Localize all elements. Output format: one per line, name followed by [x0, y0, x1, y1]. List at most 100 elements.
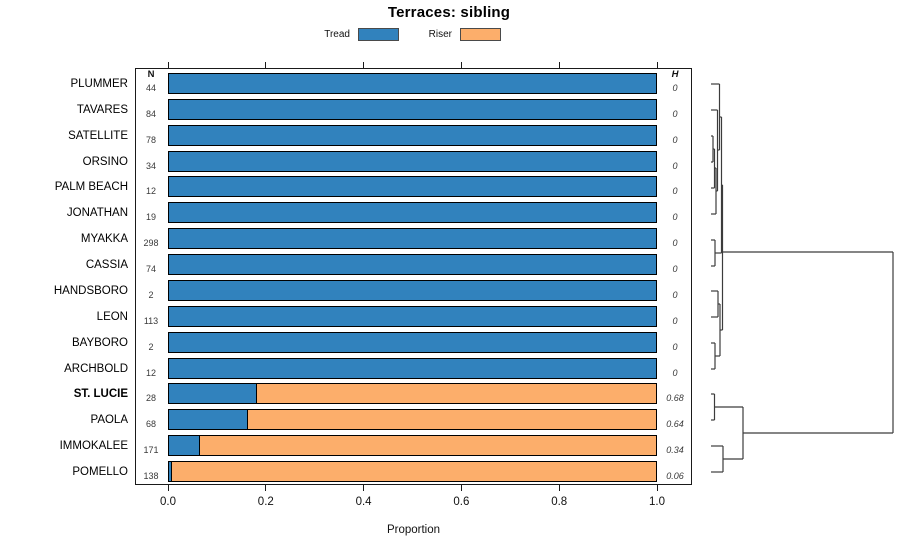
table-row: TAVARES 84 0 [0, 97, 900, 123]
row-h-value: 0.06 [666, 471, 684, 481]
row-label: IMMOKALEE [59, 440, 128, 452]
row-n-value: 113 [143, 316, 159, 326]
x-tick-label: 0.8 [551, 496, 568, 508]
bar-segment-tread [169, 436, 200, 455]
legend-label-tread: Tread [324, 29, 350, 40]
x-tick-label: 1.0 [649, 496, 665, 508]
row-h-value: 0.68 [666, 393, 684, 403]
row-h-value: 0 [672, 342, 678, 352]
stacked-bar [168, 176, 657, 197]
row-n-value: 171 [143, 445, 159, 455]
row-label: BAYBORO [71, 337, 128, 349]
chart-title: Terraces: sibling [387, 4, 511, 21]
table-row: LEON 113 0 [0, 304, 900, 330]
row-label: CASSIA [85, 259, 128, 271]
table-row: MYAKKA 298 0 [0, 226, 900, 252]
bar-segment-riser [172, 462, 656, 481]
x-axis-label: Proportion [386, 524, 441, 536]
bar-segment-tread [169, 281, 656, 300]
stacked-bar [168, 409, 657, 430]
row-h-value: 0 [672, 83, 678, 93]
row-label: PAOLA [90, 414, 129, 426]
row-h-value: 0 [672, 264, 678, 274]
table-row: POMELLO 138 0.06 [0, 459, 900, 485]
table-row: ARCHBOLD 12 0 [0, 356, 900, 382]
row-h-value: 0 [672, 186, 678, 196]
row-label: PALM BEACH [54, 181, 128, 193]
row-n-value: 74 [145, 264, 156, 274]
row-label: MYAKKA [80, 233, 128, 245]
x-tick-bottom [656, 485, 658, 491]
row-h-value: 0 [672, 368, 678, 378]
bar-segment-tread [169, 307, 656, 326]
row-h-value: 0 [672, 109, 678, 119]
row-n-value: 44 [145, 83, 156, 93]
row-n-value: 138 [143, 471, 159, 481]
row-n-value: 78 [145, 135, 156, 145]
x-tick-label: 0.2 [257, 496, 274, 508]
row-label: LEON [96, 311, 128, 323]
table-row: IMMOKALEE 171 0.34 [0, 433, 900, 459]
row-label: HANDSBORO [53, 285, 128, 297]
row-label: ARCHBOLD [64, 363, 128, 375]
h-column-header: H [671, 69, 679, 80]
stacked-bar [168, 228, 657, 249]
n-column-header: N [147, 69, 155, 80]
row-h-value: 0.34 [666, 445, 684, 455]
x-tick-bottom [167, 485, 169, 491]
stacked-bar [168, 358, 657, 379]
row-n-value: 2 [148, 290, 154, 300]
x-tick-label: 0.0 [160, 496, 176, 508]
row-n-value: 84 [145, 109, 156, 119]
table-row: JONATHAN 19 0 [0, 200, 900, 226]
table-row: ST. LUCIE 28 0.68 [0, 381, 900, 407]
stacked-bar [168, 306, 657, 327]
row-label: JONATHAN [66, 207, 128, 219]
row-h-value: 0 [672, 290, 678, 300]
row-label: ST. LUCIE [73, 388, 128, 400]
table-row: PAOLA 68 0.64 [0, 407, 900, 433]
table-row: PLUMMER 44 0 [0, 71, 900, 97]
legend-label-riser: Riser [428, 29, 452, 40]
bar-segment-tread [169, 152, 656, 171]
x-tick-bottom [558, 485, 560, 491]
table-row: BAYBORO 2 0 [0, 330, 900, 356]
bar-segment-tread [169, 333, 656, 352]
table-row: PALM BEACH 12 0 [0, 174, 900, 200]
bar-segment-tread [169, 100, 656, 119]
bar-segment-riser [200, 436, 656, 455]
stacked-bar [168, 280, 657, 301]
x-tick-top [656, 62, 658, 68]
x-tick-top [460, 62, 462, 68]
row-n-value: 34 [145, 161, 156, 171]
bar-segment-tread [169, 229, 656, 248]
bar-segment-tread [169, 462, 172, 481]
x-tick-bottom [460, 485, 462, 491]
table-row: CASSIA 74 0 [0, 252, 900, 278]
row-h-value: 0 [672, 161, 678, 171]
x-tick-bottom [265, 485, 267, 491]
stacked-bar [168, 332, 657, 353]
stacked-bar [168, 254, 657, 275]
table-row: SATELLITE 78 0 [0, 123, 900, 149]
x-tick-label: 0.4 [355, 496, 372, 508]
row-n-value: 298 [143, 238, 159, 248]
x-tick-label: 0.6 [453, 496, 470, 508]
row-h-value: 0 [672, 238, 678, 248]
row-n-value: 19 [145, 212, 156, 222]
row-label: POMELLO [72, 466, 128, 478]
row-label: ORSINO [82, 156, 128, 168]
stacked-bar [168, 99, 657, 120]
row-n-value: 28 [145, 393, 156, 403]
stacked-bar [168, 125, 657, 146]
row-h-value: 0.64 [666, 419, 684, 429]
row-n-value: 12 [145, 186, 156, 196]
stacked-bar [168, 202, 657, 223]
x-tick-bottom [363, 485, 365, 491]
row-label: SATELLITE [68, 130, 128, 142]
stacked-bar [168, 151, 657, 172]
bar-segment-riser [248, 410, 656, 429]
bar-segment-tread [169, 74, 656, 93]
row-label: TAVARES [76, 104, 128, 116]
row-h-value: 0 [672, 135, 678, 145]
